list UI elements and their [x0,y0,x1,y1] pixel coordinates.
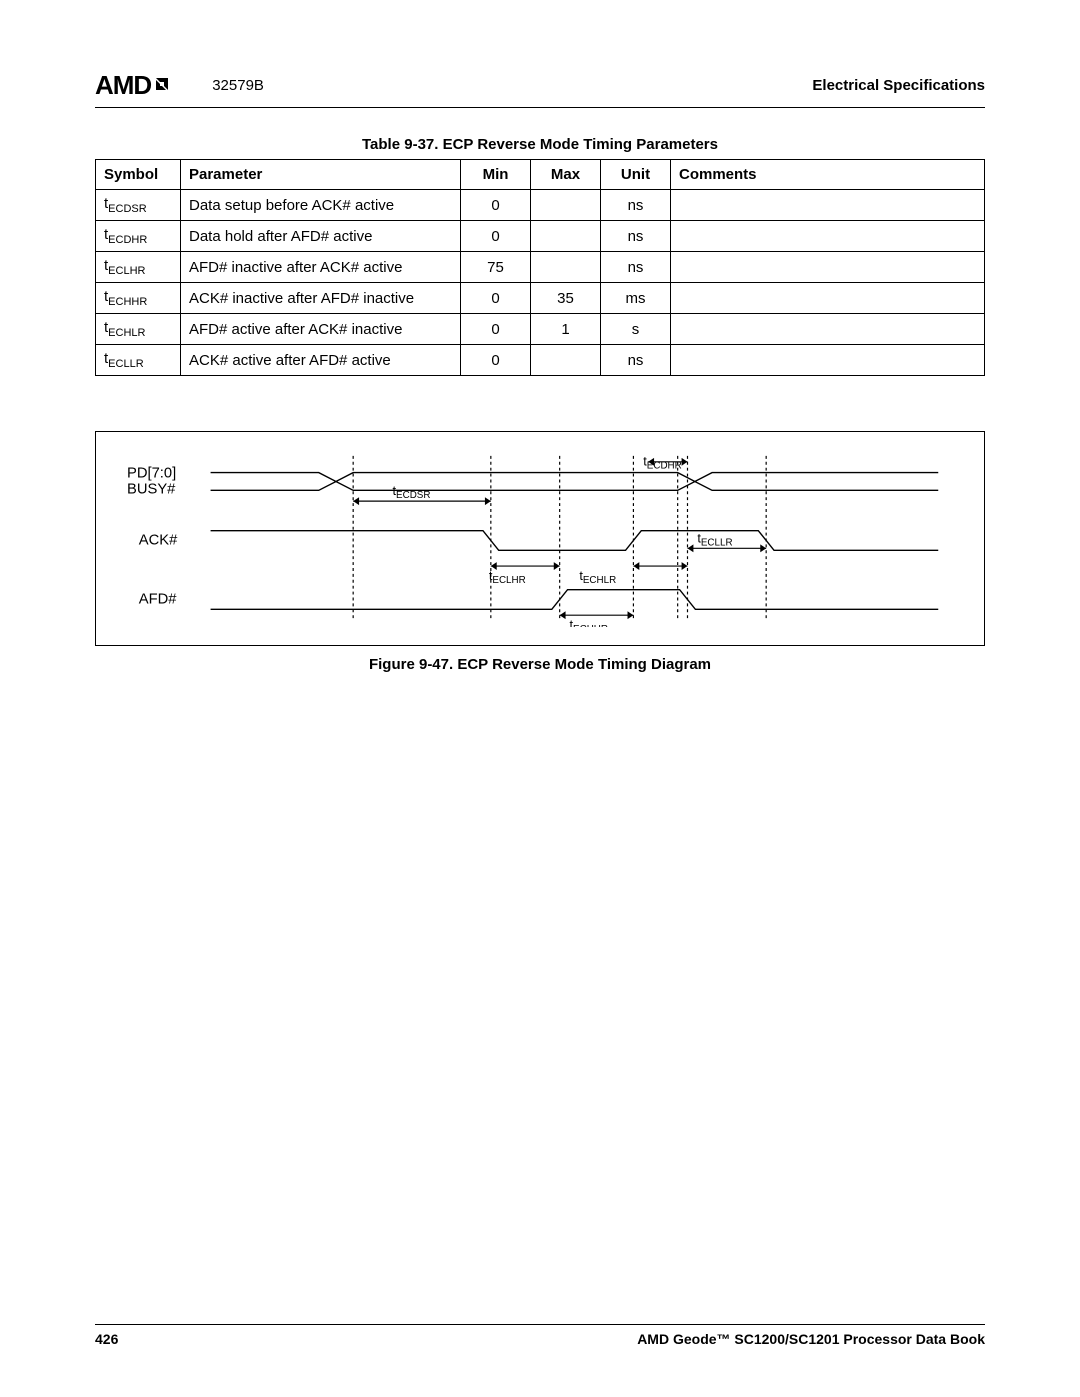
table-row: tECDHRData hold after AFD# active0 ns [96,221,985,252]
cell-comments [671,314,985,345]
cell-max [531,252,601,283]
table-row: tECLLRACK# active after AFD# active0 ns [96,345,985,376]
cell-symbol: tECLLR [96,345,181,376]
col-min: Min [461,160,531,190]
cell-symbol: tECHHR [96,283,181,314]
cell-comments [671,345,985,376]
cell-min: 0 [461,221,531,252]
cell-comments [671,221,985,252]
cell-symbol: tECLHR [96,252,181,283]
svg-text:PD[7:0]: PD[7:0] [127,466,176,482]
table-row: tECHHRACK# inactive after AFD# inactive0… [96,283,985,314]
cell-param: Data hold after AFD# active [181,221,461,252]
cell-max: 1 [531,314,601,345]
cell-max [531,190,601,221]
cell-param: AFD# inactive after ACK# active [181,252,461,283]
svg-text:ACK#: ACK# [139,532,178,548]
cell-min: 0 [461,283,531,314]
col-parameter: Parameter [181,160,461,190]
cell-unit: ns [601,221,671,252]
page-footer: 426 AMD Geode™ SC1200/SC1201 Processor D… [95,1324,985,1347]
table-row: tECDSRData setup before ACK# active0 ns [96,190,985,221]
cell-unit: ns [601,252,671,283]
timing-diagram-svg: PD[7:0]BUSY# ACK# AFD# tECDSR tECDHR tECLHR tE… [108,450,972,627]
col-comments: Comments [671,160,985,190]
cell-unit: ns [601,345,671,376]
svg-text:tECLLR: tECLLR [697,530,732,548]
svg-text:tECHHR: tECHHR [570,617,609,627]
cell-min: 75 [461,252,531,283]
table-row: tECHLRAFD# active after ACK# inactive01s [96,314,985,345]
cell-symbol: tECDSR [96,190,181,221]
section-title: Electrical Specifications [812,77,985,94]
cell-max: 35 [531,283,601,314]
cell-comments [671,190,985,221]
cell-min: 0 [461,190,531,221]
cell-param: ACK# active after AFD# active [181,345,461,376]
svg-text:tECHLR: tECHLR [579,568,616,586]
timing-params-table: Symbol Parameter Min Max Unit Comments t… [95,159,985,376]
cell-comments [671,252,985,283]
timing-diagram: PD[7:0]BUSY# ACK# AFD# tECDSR tECDHR tECLHR tE… [95,431,985,646]
logo-text: AMD [95,70,151,101]
cell-max [531,221,601,252]
book-title: AMD Geode™ SC1200/SC1201 Processor Data … [637,1331,985,1347]
figure-caption: Figure 9-47. ECP Reverse Mode Timing Dia… [95,656,985,673]
svg-text:tECDSR: tECDSR [393,483,431,501]
col-symbol: Symbol [96,160,181,190]
cell-comments [671,283,985,314]
cell-param: AFD# active after ACK# inactive [181,314,461,345]
cell-unit: ms [601,283,671,314]
svg-text:tECDHR: tECDHR [643,454,682,472]
col-max: Max [531,160,601,190]
logo-arrow-icon [152,70,172,101]
svg-text:AFD#: AFD# [139,591,178,607]
doc-number: 32579B [212,77,812,94]
svg-text:BUSY#: BUSY# [127,481,176,497]
table-header-row: Symbol Parameter Min Max Unit Comments [96,160,985,190]
table-row: tECLHRAFD# inactive after ACK# active75 n… [96,252,985,283]
cell-max [531,345,601,376]
cell-param: Data setup before ACK# active [181,190,461,221]
cell-unit: s [601,314,671,345]
cell-symbol: tECHLR [96,314,181,345]
table-caption: Table 9-37. ECP Reverse Mode Timing Para… [95,136,985,153]
cell-min: 0 [461,314,531,345]
cell-param: ACK# inactive after AFD# inactive [181,283,461,314]
amd-logo: AMD [95,70,172,101]
svg-text:tECLHR: tECLHR [489,568,526,586]
col-unit: Unit [601,160,671,190]
cell-min: 0 [461,345,531,376]
cell-unit: ns [601,190,671,221]
cell-symbol: tECDHR [96,221,181,252]
page-number: 426 [95,1331,118,1347]
page-header: AMD 32579B Electrical Specifications [95,70,985,108]
